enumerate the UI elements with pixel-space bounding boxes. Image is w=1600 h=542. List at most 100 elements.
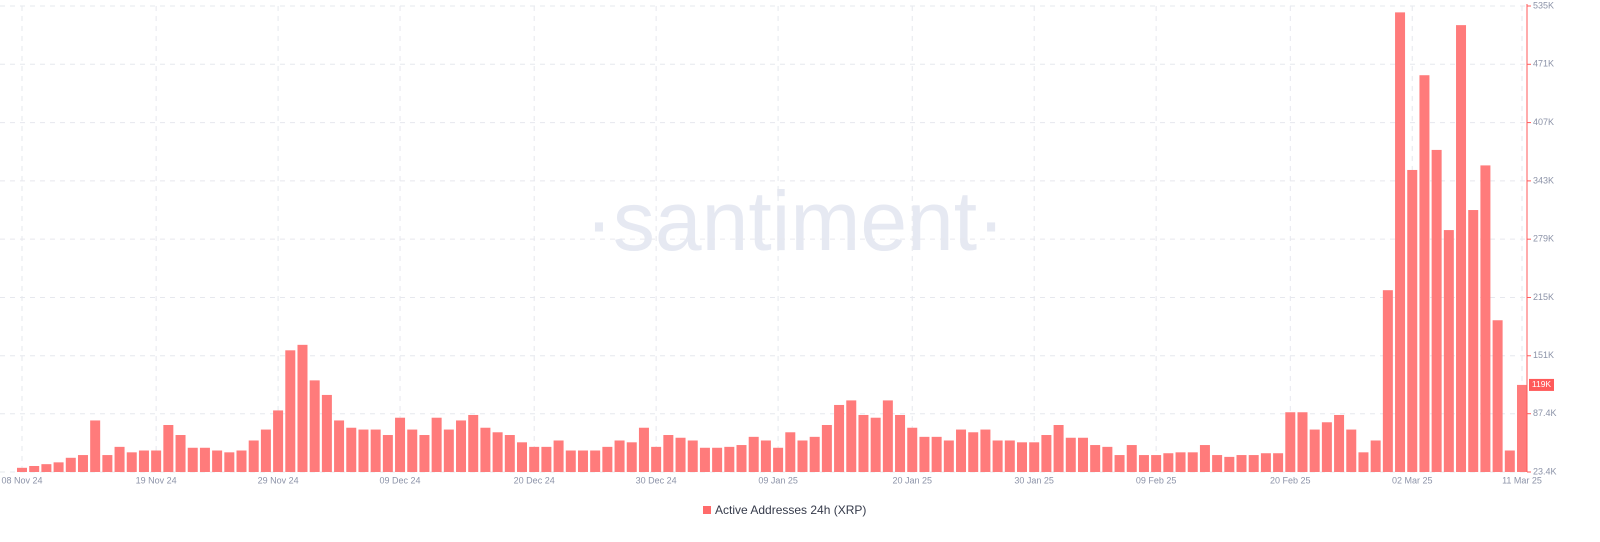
bar <box>1041 435 1052 472</box>
bar <box>1065 437 1076 472</box>
bar <box>1504 450 1515 472</box>
bar <box>236 450 247 472</box>
bar <box>431 417 442 472</box>
bar <box>53 462 64 472</box>
bar <box>712 447 723 472</box>
bar <box>1407 169 1418 472</box>
bar <box>638 427 649 472</box>
bar <box>126 452 137 472</box>
bar <box>541 446 552 472</box>
bar <box>1187 452 1198 472</box>
bar <box>407 429 418 472</box>
bar <box>724 446 735 472</box>
bar <box>395 417 406 472</box>
bar <box>1370 440 1381 472</box>
bar <box>1492 320 1503 472</box>
bar <box>90 420 101 472</box>
y-tick-label: 535K <box>1533 0 1554 10</box>
bar <box>297 344 308 472</box>
bar <box>980 429 991 472</box>
bar <box>358 429 369 472</box>
y-tick-label: 407K <box>1533 117 1554 127</box>
bar <box>1138 455 1149 472</box>
bar <box>468 414 479 472</box>
x-tick-label: 02 Mar 25 <box>1392 475 1433 485</box>
bar <box>577 450 588 472</box>
bar <box>1468 210 1479 472</box>
bar <box>1077 437 1088 472</box>
bar <box>870 417 881 472</box>
bar <box>529 446 540 472</box>
bar <box>334 420 345 472</box>
bar <box>1212 455 1223 472</box>
y-tick-label: 87.4K <box>1533 408 1557 418</box>
bar <box>29 465 40 472</box>
x-tick-label: 09 Feb 25 <box>1136 475 1177 485</box>
bar <box>1199 445 1210 472</box>
bar <box>187 447 198 472</box>
bar <box>1297 412 1308 472</box>
bar <box>212 450 223 472</box>
x-tick-label: 08 Nov 24 <box>1 475 42 485</box>
bar <box>77 455 88 472</box>
bar <box>882 400 893 472</box>
bar <box>1321 422 1332 472</box>
x-tick-label: 11 Mar 25 <box>1502 475 1542 485</box>
bar <box>565 450 576 472</box>
x-tick-label: 20 Feb 25 <box>1270 475 1311 485</box>
bar <box>614 440 625 472</box>
y-tick-label: 279K <box>1533 234 1554 244</box>
bar <box>1151 455 1162 472</box>
bar <box>992 440 1003 472</box>
bar <box>419 435 430 472</box>
bar <box>1236 455 1247 472</box>
y-tick-label: 23.4K <box>1533 466 1557 476</box>
bar <box>102 455 113 472</box>
bar <box>65 457 76 472</box>
bar <box>907 427 918 472</box>
bar <box>834 404 845 472</box>
bar <box>504 435 515 472</box>
bar <box>1029 442 1040 472</box>
x-tick-label: 20 Jan 25 <box>892 475 932 485</box>
bar <box>797 440 808 472</box>
bar <box>773 447 784 472</box>
x-tick-label: 30 Dec 24 <box>636 475 677 485</box>
bar <box>1358 452 1369 472</box>
bar <box>663 435 674 472</box>
bar <box>480 427 491 472</box>
bar <box>1395 12 1406 473</box>
bar <box>553 440 564 472</box>
bar <box>736 445 747 472</box>
bar <box>821 424 832 472</box>
bar <box>175 435 186 472</box>
bar <box>41 464 52 472</box>
bar <box>260 429 271 472</box>
bar <box>1260 453 1271 472</box>
bar <box>1334 414 1345 472</box>
bar <box>1102 446 1113 472</box>
bar <box>895 414 906 472</box>
bar <box>919 436 930 472</box>
bar <box>626 442 637 472</box>
bar <box>1431 149 1442 473</box>
bar <box>1517 384 1527 472</box>
bar <box>1090 445 1101 472</box>
bar <box>1419 75 1430 473</box>
bar <box>590 450 601 472</box>
bar <box>1114 455 1125 472</box>
bar <box>163 424 174 472</box>
bar <box>1273 453 1284 472</box>
x-tick-label: 20 Dec 24 <box>514 475 555 485</box>
bar <box>1004 440 1015 472</box>
last-value-badge <box>1529 378 1554 391</box>
bar <box>1309 429 1320 472</box>
bar <box>248 440 259 472</box>
bar <box>346 427 357 472</box>
bar <box>1053 424 1064 472</box>
y-tick-label: 343K <box>1533 175 1554 185</box>
bar <box>748 436 759 472</box>
bar <box>1163 453 1174 472</box>
